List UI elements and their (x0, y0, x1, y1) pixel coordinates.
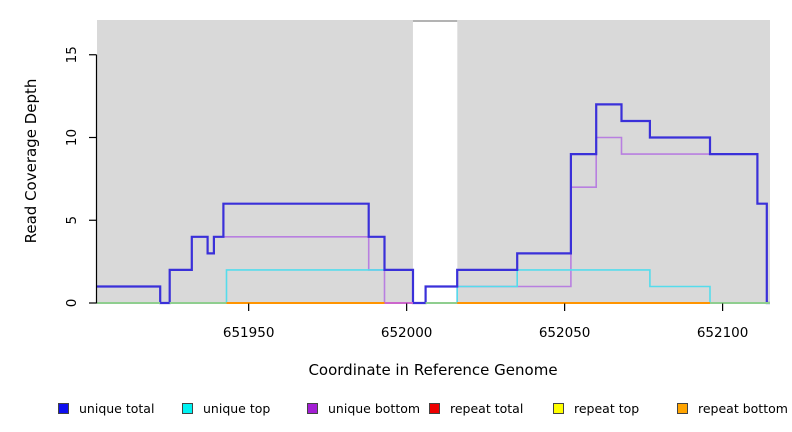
x-tick-label: 651950 (223, 325, 275, 341)
series-unique-top (97, 269, 770, 304)
series-unique-total (97, 103, 770, 305)
y-tick-label: 5 (64, 216, 80, 225)
x-axis-title: Coordinate in Reference Genome (308, 361, 558, 379)
legend-item-unique-bottom: unique bottom (307, 398, 420, 418)
legend-item-repeat-bottom: repeat bottom (677, 398, 788, 418)
legend-swatch-icon (307, 402, 318, 414)
legend-label: unique bottom (328, 400, 421, 416)
legend-label: unique total (79, 400, 155, 416)
shaded-region (457, 20, 770, 303)
legend-label: repeat total (450, 400, 524, 416)
x-tick-label: 652000 (381, 325, 433, 341)
legend-swatch-icon (429, 402, 440, 414)
legend-swatch-icon (677, 402, 688, 414)
legend-swatch-icon (182, 402, 193, 414)
y-tick-label: 10 (64, 129, 80, 146)
x-tick-label: 652100 (697, 325, 749, 341)
shaded-region (97, 20, 413, 303)
x-tick-label: 652050 (539, 325, 591, 341)
legend-item-unique-total: unique total (58, 398, 154, 418)
legend-label: repeat top (574, 400, 640, 416)
y-axis-title: Read Coverage Depth (22, 78, 40, 244)
legend: unique total unique top unique bottom repea… (0, 398, 792, 420)
legend-label: repeat bottom (698, 400, 788, 416)
coverage-gap (412, 22, 458, 303)
legend-item-repeat-top: repeat top (553, 398, 639, 418)
legend-label: unique top (203, 400, 271, 416)
legend-swatch-icon (553, 402, 564, 414)
legend-item-repeat-total: repeat total (429, 398, 523, 418)
y-tick-label: 0 (64, 299, 80, 308)
legend-swatch-icon (58, 402, 69, 414)
y-tick-label: 15 (64, 46, 80, 63)
legend-item-unique-top: unique top (182, 398, 270, 418)
